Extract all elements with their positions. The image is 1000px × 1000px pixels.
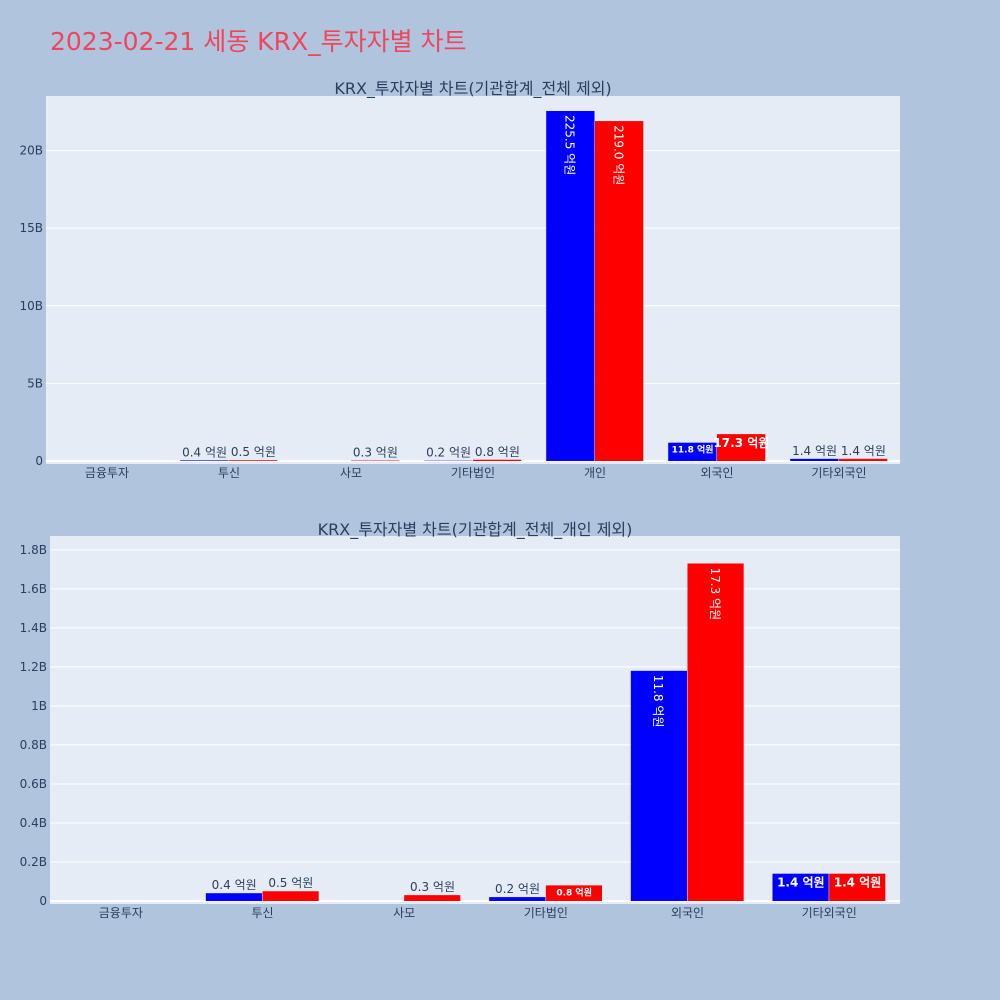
y-tick-label: 1.2B: [20, 660, 47, 674]
y-tick-label: 1.6B: [20, 582, 47, 596]
bar: [489, 897, 546, 901]
bar: [205, 893, 262, 901]
data-label: 17.3 억원: [713, 436, 769, 450]
x-tick-label: 사모: [340, 466, 362, 480]
x-tick-label: 기타법인: [524, 906, 568, 920]
bar: [772, 873, 829, 901]
bar: [473, 459, 522, 461]
plot-area: [46, 96, 900, 464]
y-tick-label: 10B: [19, 299, 43, 313]
data-label: 1.4 억원: [792, 444, 837, 458]
bar: [229, 460, 278, 461]
bar: [687, 563, 744, 901]
x-tick-label: 금융투자: [85, 466, 129, 480]
data-label: 0.3 억원: [353, 446, 398, 460]
bar: [790, 458, 839, 461]
y-tick-label: 1.4B: [20, 621, 47, 635]
data-label: 0.5 억원: [268, 876, 313, 890]
x-tick-label: 투신: [218, 466, 240, 480]
plot-area: [50, 536, 900, 904]
y-tick-label: 0: [35, 454, 43, 468]
bar: [545, 885, 602, 901]
y-tick-label: 1.8B: [20, 543, 47, 557]
data-label: 225.5 억원: [563, 115, 577, 175]
x-tick-label: 기타외국인: [802, 906, 857, 920]
x-tick-label: 금융투자: [99, 906, 143, 920]
data-label: 0.5 억원: [231, 445, 276, 459]
data-label: 0.3 억원: [410, 880, 455, 894]
y-tick-label: 20B: [19, 144, 43, 158]
data-label: 0.8 억원: [475, 445, 520, 459]
data-label: 219.0 억원: [611, 125, 625, 185]
y-tick-label: 0.8B: [20, 738, 47, 752]
data-label: 11.8 억원: [651, 675, 665, 728]
x-tick-label: 사모: [393, 906, 415, 920]
data-label: 0.8 억원: [556, 886, 592, 898]
y-tick-label: 1B: [31, 699, 47, 713]
y-tick-label: 0.2B: [20, 855, 47, 869]
x-tick-label: 기타법인: [451, 466, 495, 480]
x-tick-label: 기타외국인: [811, 466, 866, 480]
y-tick-label: 5B: [27, 376, 43, 390]
data-label: 17.3 억원: [708, 568, 722, 621]
bar: [717, 434, 766, 461]
bar: [404, 895, 461, 901]
chart-1: 0 5B 10B 15B 20B KRX_투자자별 차트(기관합계_전체 제외) 금융투자 투…: [19, 79, 900, 480]
data-label: 11.8 억원: [672, 444, 714, 456]
x-tick-label: 개인: [584, 466, 606, 480]
chart-title: KRX_투자자별 차트(기관합계_전체 제외): [334, 79, 611, 99]
bar: [262, 891, 319, 901]
chart-title: KRX_투자자별 차트(기관합계_전체_개인 제외): [318, 520, 633, 540]
bar: [829, 873, 886, 901]
y-tick-label: 15B: [19, 221, 43, 235]
data-label: 1.4 억원: [777, 876, 825, 890]
data-label: 1.4 억원: [841, 444, 886, 458]
data-label: 0.4 억원: [182, 445, 227, 459]
data-label: 0.4 억원: [212, 878, 257, 892]
bar: [595, 121, 644, 461]
x-tick-label: 외국인: [671, 906, 704, 920]
x-tick-label: 투신: [251, 906, 273, 920]
data-label: 0.2 억원: [495, 882, 540, 896]
chart-2: 0 0.2B 0.4B 0.6B 0.8B 1B 1.2B 1.4B 1.6B 1.8B KRX_투…: [20, 520, 900, 920]
bar: [180, 460, 229, 461]
x-tick-label: 외국인: [700, 466, 733, 480]
bar: [630, 670, 687, 901]
y-tick-label: 0: [39, 894, 47, 908]
bar: [839, 458, 888, 461]
bar: [546, 110, 595, 462]
bar: [668, 442, 717, 461]
y-tick-label: 0.4B: [20, 816, 47, 830]
page-title: 2023-02-21 세동 KRX_투자자별 차트: [50, 27, 467, 56]
data-label: 1.4 억원: [834, 876, 882, 890]
data-label: 0.2 억원: [426, 446, 471, 460]
y-tick-label: 0.6B: [20, 777, 47, 791]
